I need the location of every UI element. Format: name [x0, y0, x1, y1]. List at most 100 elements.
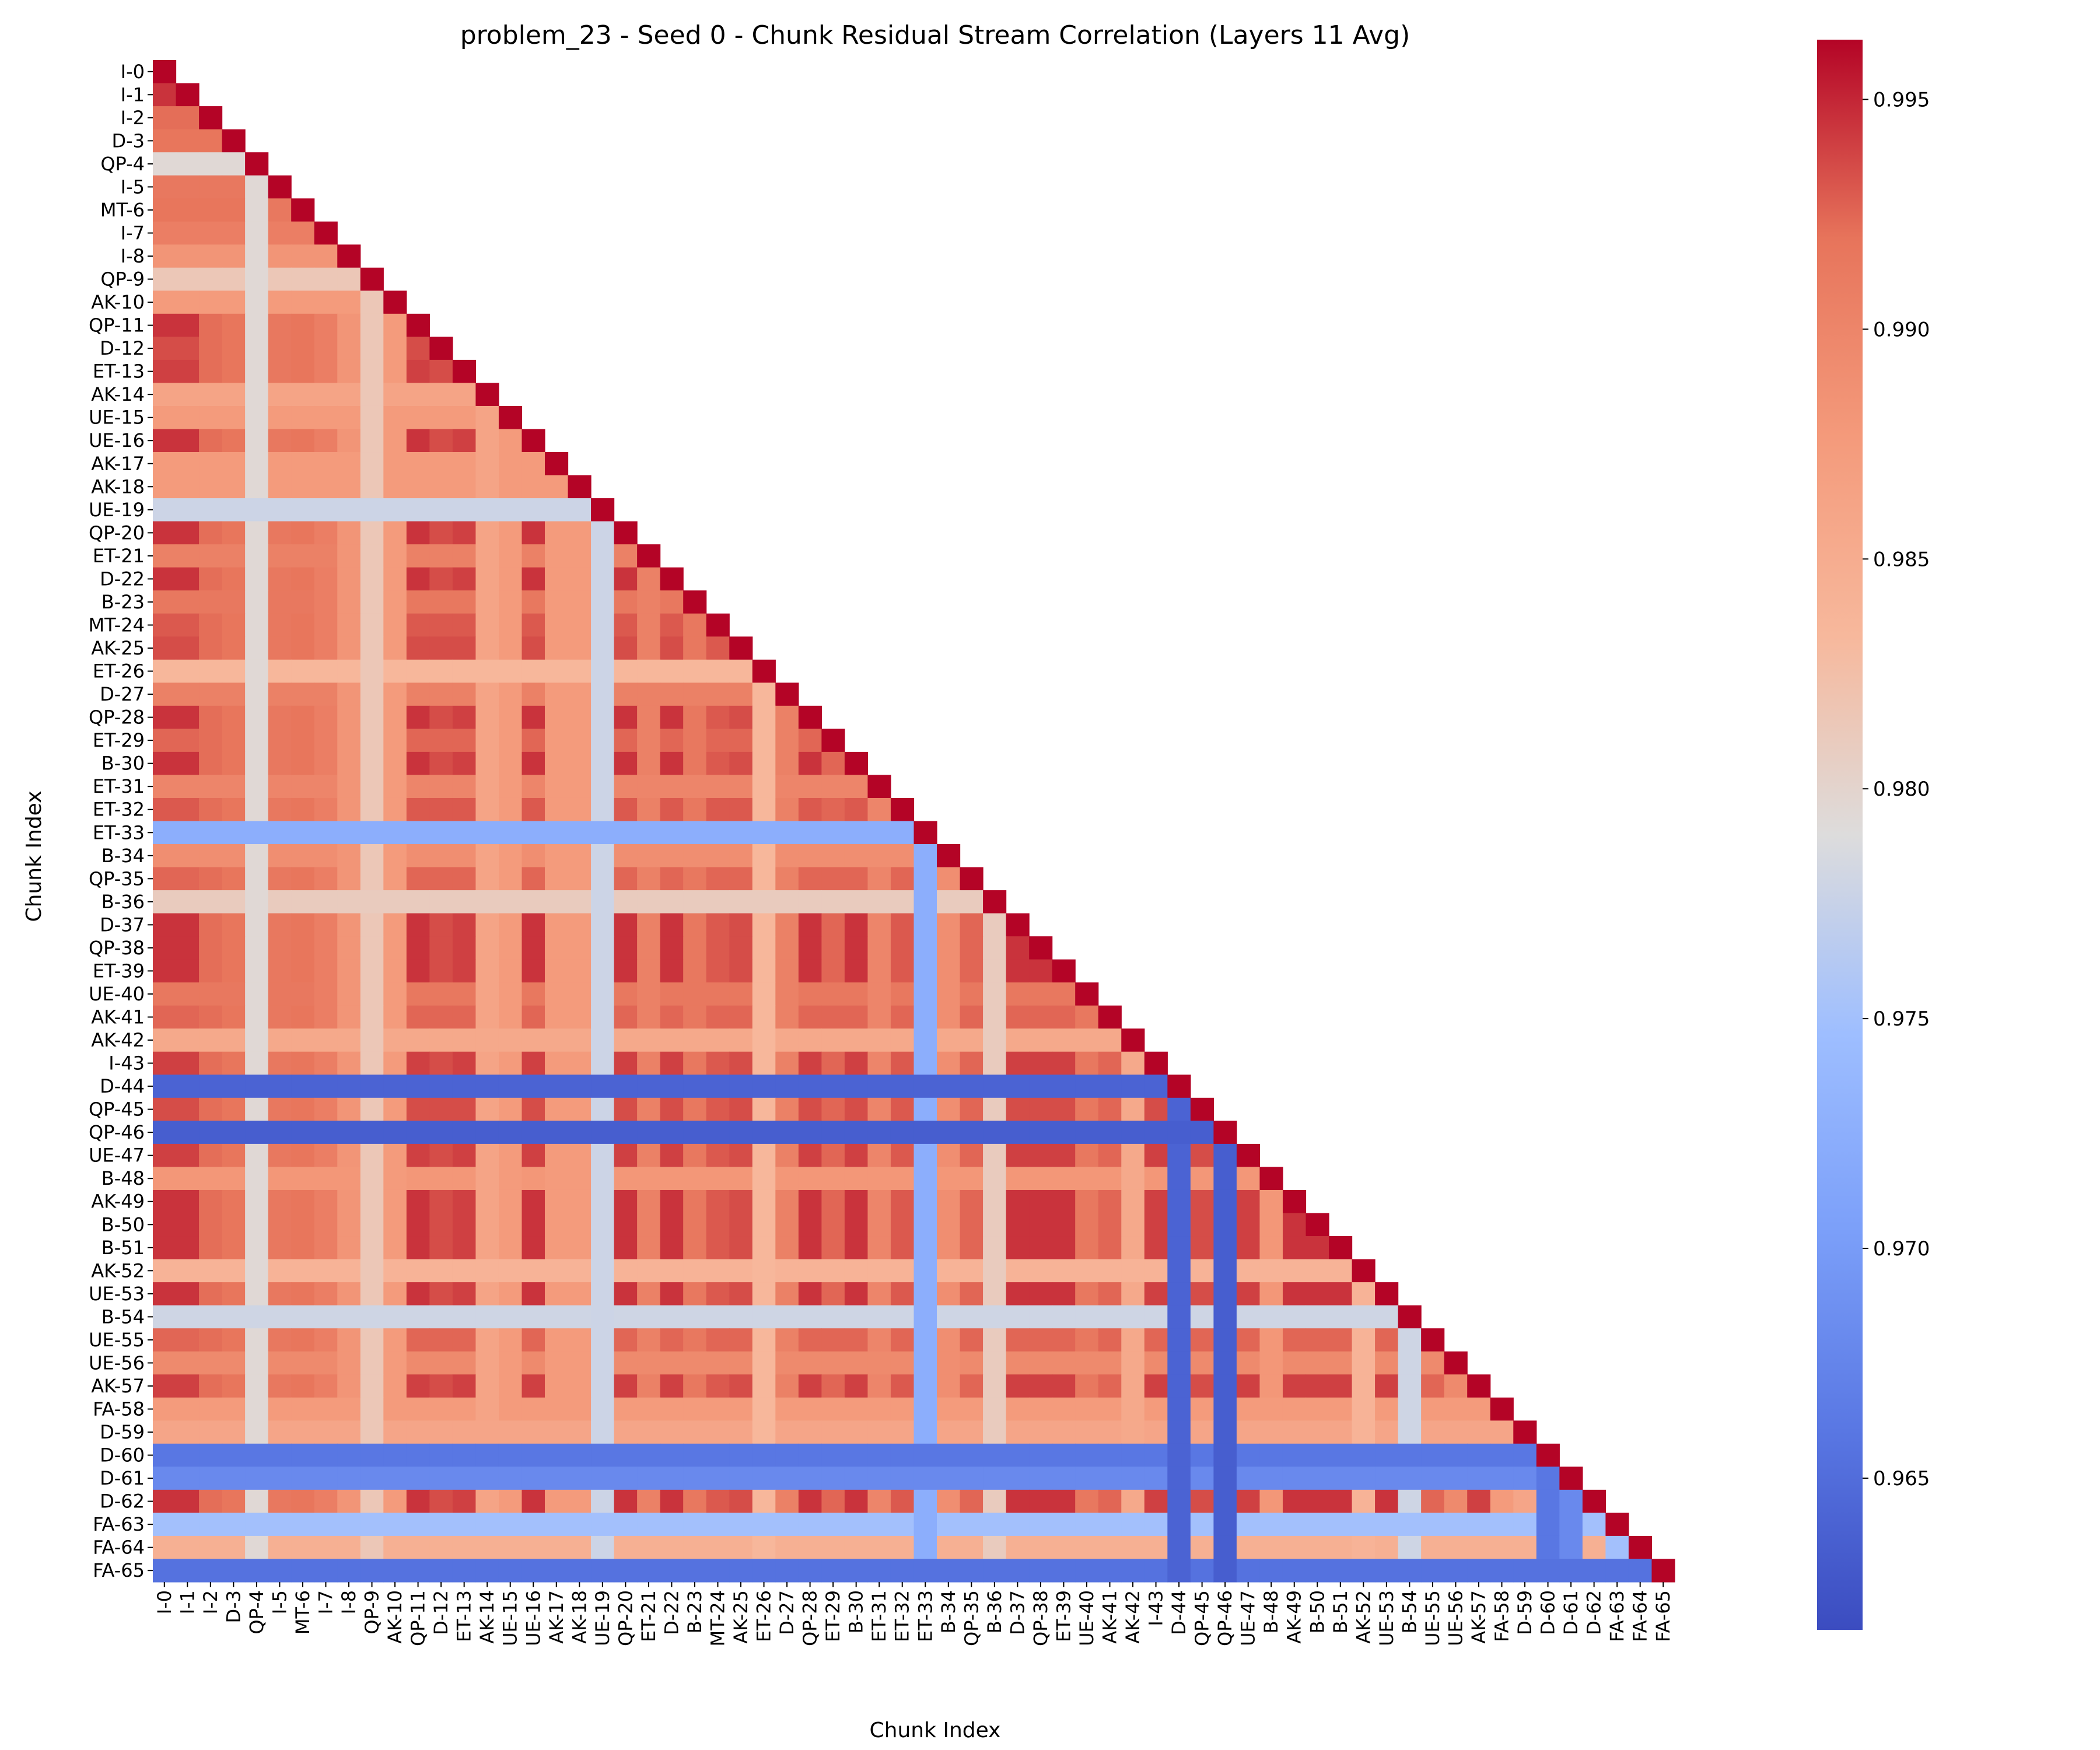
- heatmap-cell: [1098, 1351, 1122, 1375]
- y-tick-label: I-1: [121, 83, 145, 106]
- heatmap-cell: [222, 659, 246, 683]
- heatmap-cell: [199, 1466, 223, 1490]
- heatmap-cell: [314, 429, 338, 453]
- heatmap-cell: [1490, 1489, 1514, 1513]
- heatmap-cell: [706, 1074, 730, 1098]
- heatmap-cell: [983, 1189, 1007, 1214]
- heatmap-cell: [1052, 1051, 1076, 1075]
- y-tick-label: I-0: [121, 61, 145, 83]
- heatmap-cell: [798, 1443, 822, 1467]
- heatmap-cell: [637, 821, 661, 845]
- heatmap-cell: [475, 1121, 499, 1144]
- heatmap-cell: [1029, 1305, 1053, 1329]
- heatmap-cell: [545, 475, 569, 499]
- heatmap-cell: [429, 1189, 453, 1214]
- heatmap-cell: [291, 1559, 315, 1583]
- heatmap-cell: [867, 821, 891, 845]
- heatmap-cell: [429, 844, 453, 868]
- heatmap-cell: [937, 1259, 961, 1283]
- heatmap-cell: [291, 1005, 315, 1029]
- heatmap-cell: [1236, 1535, 1261, 1560]
- heatmap-cell: [1375, 1351, 1399, 1375]
- heatmap-cell: [153, 636, 177, 660]
- heatmap-cell: [153, 821, 177, 845]
- heatmap-cell: [568, 705, 592, 729]
- heatmap-cell: [890, 913, 915, 937]
- heatmap-cell: [222, 775, 246, 799]
- heatmap-cell: [775, 775, 799, 799]
- heatmap-cell: [867, 1236, 891, 1260]
- heatmap-cell: [360, 313, 384, 337]
- heatmap-cell: [1398, 1489, 1422, 1513]
- heatmap-cell: [245, 1028, 269, 1052]
- heatmap-cell: [360, 1005, 384, 1029]
- heatmap-cell: [360, 1328, 384, 1352]
- heatmap-cell: [429, 1513, 453, 1536]
- heatmap-cell: [752, 1489, 776, 1513]
- heatmap-cell: [637, 1143, 661, 1168]
- heatmap-cell: [1375, 1489, 1399, 1513]
- heatmap-cell: [522, 682, 545, 706]
- heatmap-cell: [867, 1328, 891, 1352]
- heatmap-cell: [844, 1513, 869, 1536]
- heatmap-cell: [775, 1236, 799, 1260]
- heatmap-cell: [983, 1489, 1007, 1513]
- heatmap-cell: [199, 590, 223, 614]
- heatmap-cell: [291, 1028, 315, 1052]
- heatmap-cell: [475, 1351, 499, 1375]
- heatmap-cell: [660, 1397, 684, 1421]
- heatmap-cell: [452, 1005, 477, 1029]
- heatmap-cell: [522, 1397, 545, 1421]
- heatmap-cell: [1144, 1397, 1168, 1421]
- heatmap-cell: [199, 751, 223, 776]
- heatmap-cell: [1029, 982, 1053, 1006]
- heatmap-cell: [867, 913, 891, 937]
- heatmap-cell: [614, 1397, 638, 1421]
- heatmap-cell: [222, 821, 246, 845]
- heatmap-cell: [1052, 1559, 1076, 1583]
- heatmap-cell: [545, 1489, 569, 1513]
- heatmap-cell: [291, 1351, 315, 1375]
- heatmap-cell: [199, 636, 223, 660]
- heatmap-cell: [614, 1305, 638, 1329]
- heatmap-cell: [176, 1074, 200, 1098]
- heatmap-cell: [798, 1305, 822, 1329]
- heatmap-cell: [660, 1374, 684, 1398]
- heatmap-cell: [660, 1074, 684, 1098]
- heatmap-cell: [153, 152, 177, 176]
- heatmap-cell: [545, 1097, 569, 1121]
- y-tick-label: AK-57: [91, 1375, 145, 1397]
- heatmap-cell: [706, 1559, 730, 1583]
- heatmap-cell: [337, 1259, 361, 1283]
- heatmap-cell: [1075, 1236, 1099, 1260]
- x-tick-label: QP-45: [1191, 1590, 1213, 1646]
- heatmap-cell: [498, 682, 523, 706]
- x-tick-label: FA-63: [1606, 1590, 1628, 1642]
- heatmap-cell: [153, 267, 177, 291]
- heatmap-cell: [729, 797, 753, 822]
- heatmap-cell: [429, 405, 453, 430]
- heatmap-cell: [1282, 1213, 1307, 1237]
- heatmap-cell: [291, 198, 315, 222]
- heatmap-cell: [268, 1189, 292, 1214]
- heatmap-cell: [383, 383, 407, 407]
- heatmap-cell: [291, 1213, 315, 1237]
- heatmap-cell: [683, 1236, 707, 1260]
- heatmap-cell: [337, 1328, 361, 1352]
- heatmap-cell: [1421, 1397, 1445, 1421]
- heatmap-cell: [568, 775, 592, 799]
- heatmap-cell: [937, 1005, 961, 1029]
- heatmap-cell: [1052, 1443, 1076, 1467]
- heatmap-cell: [1121, 1420, 1145, 1444]
- heatmap-cell: [222, 1143, 246, 1168]
- heatmap-cell: [498, 475, 523, 499]
- heatmap-cell: [337, 797, 361, 822]
- heatmap-cell: [844, 1143, 869, 1168]
- heatmap-cell: [937, 1189, 961, 1214]
- heatmap-cell: [1029, 1189, 1053, 1214]
- heatmap-cell: [222, 1236, 246, 1260]
- heatmap-cell: [960, 1097, 984, 1121]
- heatmap-cell: [591, 682, 615, 706]
- heatmap-cell: [937, 1167, 961, 1191]
- heatmap-cell: [314, 244, 338, 268]
